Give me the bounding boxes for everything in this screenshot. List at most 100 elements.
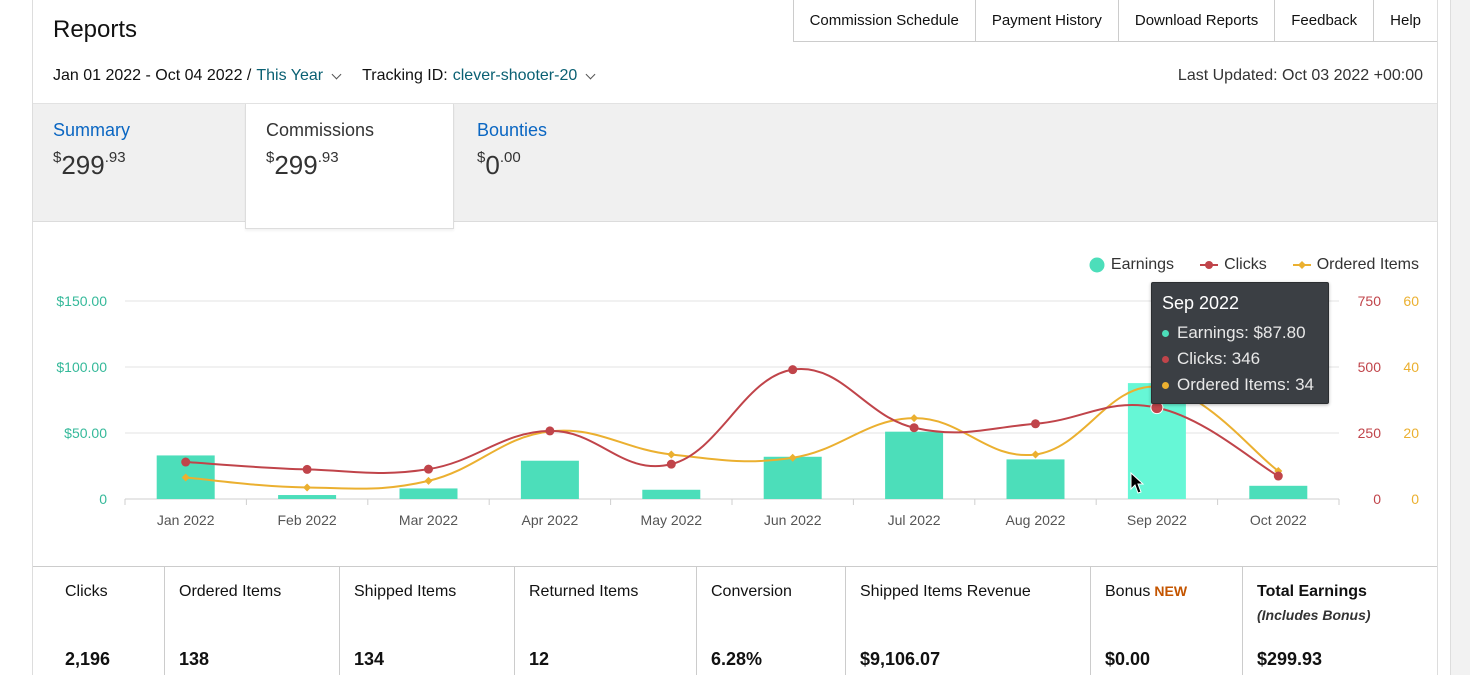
y-tick-label-clicks: 250 xyxy=(1358,425,1382,441)
y-tick-label-ordered: 20 xyxy=(1403,425,1419,441)
tracking-id-label: Tracking ID: xyxy=(362,67,448,84)
y-tick-label-ordered: 60 xyxy=(1403,293,1419,309)
ordered-items-point xyxy=(1031,450,1040,459)
line-diamond-icon xyxy=(1292,261,1311,269)
earnings-tabs: Summary $299.93 Commissions $299.93 Boun… xyxy=(33,103,1437,229)
chart-legend: Earnings Clicks Ordered Items xyxy=(1089,256,1419,274)
y-tick-label-clicks: 0 xyxy=(1373,491,1381,507)
y-tick-label-left: $50.00 xyxy=(64,425,107,441)
ordered-items-point xyxy=(181,473,190,482)
ordered-items-point xyxy=(424,476,433,485)
x-tick-label: Jul 2022 xyxy=(888,512,941,528)
y-tick-label-left: 0 xyxy=(99,491,107,507)
stats-row: Clicks 2,196 Ordered Items 138 Shipped Ite… xyxy=(33,566,1437,675)
clicks-point xyxy=(181,457,191,467)
chevron-down-icon[interactable] xyxy=(585,69,596,79)
y-tick-label-ordered: 40 xyxy=(1403,359,1419,375)
x-tick-label: Sep 2022 xyxy=(1127,512,1187,528)
tab-summary-label: Summary xyxy=(53,120,131,140)
reports-panel: Reports Commission Schedule Payment Hist… xyxy=(32,0,1438,675)
circle-icon xyxy=(1089,257,1105,273)
legend-clicks[interactable]: Clicks xyxy=(1200,256,1267,274)
y-tick-label-clicks: 750 xyxy=(1358,293,1382,309)
earnings-bar xyxy=(278,495,337,499)
tab-bounties-label: Bounties xyxy=(477,120,548,140)
y-tick-label-left: $100.00 xyxy=(56,359,107,375)
earnings-bar xyxy=(885,431,944,499)
filters-bar: Jan 01 2022 - Oct 04 2022 / This Year Tr… xyxy=(53,67,596,85)
new-badge: NEW xyxy=(1154,583,1188,599)
legend-earnings[interactable]: Earnings xyxy=(1089,256,1174,274)
last-updated: Last Updated: Oct 03 2022 +00:00 xyxy=(1177,67,1423,84)
page-title: Reports xyxy=(53,16,138,43)
date-range: Jan 01 2022 - Oct 04 2022 / xyxy=(53,67,252,84)
x-tick-label: Jun 2022 xyxy=(764,512,822,528)
clicks-point xyxy=(909,423,919,433)
stat-ordered-items: Ordered Items 138 xyxy=(165,567,340,675)
earnings-bar xyxy=(1249,485,1308,499)
mouse-cursor-icon xyxy=(1130,472,1145,494)
tab-summary[interactable]: Summary $299.93 xyxy=(33,104,245,223)
earnings-chart: $150.00 $100.00 $50.00 0 750 500 250 0 60 40 20 0 Ja… xyxy=(33,232,1437,562)
stat-clicks: Clicks 2,196 xyxy=(33,567,165,675)
y-tick-label-ordered: 0 xyxy=(1411,491,1419,507)
tab-commissions-label: Commissions xyxy=(266,120,375,140)
nav-feedback[interactable]: Feedback xyxy=(1275,0,1375,41)
line-marker-icon xyxy=(1200,261,1219,269)
y-tick-label-left: $150.00 xyxy=(56,293,107,309)
y-tick-label-clicks: 500 xyxy=(1358,359,1382,375)
stat-shipped-revenue: Shipped Items Revenue $9,106.07 xyxy=(846,567,1091,675)
x-tick-label: Feb 2022 xyxy=(278,512,337,528)
stat-shipped-items: Shipped Items 134 xyxy=(340,567,515,675)
nav-commission-schedule[interactable]: Commission Schedule xyxy=(794,0,976,41)
tab-commissions[interactable]: Commissions $299.93 xyxy=(245,104,454,229)
tab-bounties-amount: $0.00 xyxy=(477,149,521,180)
nav-download-reports[interactable]: Download Reports xyxy=(1119,0,1276,41)
ordered-items-line xyxy=(185,385,1279,490)
date-period-dropdown[interactable]: This Year xyxy=(256,67,324,84)
clicks-point xyxy=(1273,471,1283,481)
tooltip-clicks: Clicks: 346 xyxy=(1162,346,1318,372)
clicks-point xyxy=(424,464,433,474)
clicks-point xyxy=(788,365,798,375)
x-tick-label: May 2022 xyxy=(641,512,703,528)
ordered-items-point xyxy=(667,450,676,459)
tab-summary-amount: $299.93 xyxy=(53,149,126,180)
tab-commissions-amount: $299.93 xyxy=(266,149,339,180)
stat-bonus: Bonus NEW $0.00 xyxy=(1091,567,1243,675)
stat-returned-items: Returned Items 12 xyxy=(515,567,697,675)
earnings-bar xyxy=(399,488,458,499)
earnings-bar xyxy=(1006,459,1065,499)
tab-bounties[interactable]: Bounties $0.00 xyxy=(457,104,677,223)
x-tick-label: Jan 2022 xyxy=(157,512,215,528)
earnings-bar xyxy=(763,456,822,499)
tooltip-title: Sep 2022 xyxy=(1162,293,1240,313)
earnings-bar xyxy=(520,460,579,499)
ordered-items-point xyxy=(303,483,312,492)
scrollbar-track[interactable] xyxy=(1450,0,1470,675)
clicks-line xyxy=(185,368,1279,477)
tooltip-earnings: Earnings: $87.80 xyxy=(1162,320,1318,346)
chart-tooltip: Sep 2022 Earnings: $87.80 Clicks: 346 Or… xyxy=(1151,282,1329,404)
legend-ordered-items[interactable]: Ordered Items xyxy=(1292,256,1419,274)
ordered-items-point xyxy=(1274,466,1283,475)
nav-payment-history[interactable]: Payment History xyxy=(976,0,1119,41)
stat-total-earnings: Total Earnings (Includes Bonus) $299.93 xyxy=(1257,583,1371,669)
clicks-point xyxy=(302,464,312,474)
ordered-items-point xyxy=(910,414,919,423)
x-tick-label: Mar 2022 xyxy=(399,512,458,528)
nav-help[interactable]: Help xyxy=(1390,12,1421,29)
top-nav: Commission Schedule Payment History Down… xyxy=(792,0,1437,42)
clicks-point xyxy=(545,426,555,436)
ordered-items-point xyxy=(788,453,797,462)
tracking-id-dropdown[interactable]: clever-shooter-20 xyxy=(452,67,578,84)
x-tick-label: Aug 2022 xyxy=(1006,512,1066,528)
chevron-down-icon[interactable] xyxy=(331,69,342,79)
stat-conversion: Conversion 6.28% xyxy=(697,567,846,675)
tooltip-ordered: Ordered Items: 34 xyxy=(1162,372,1318,398)
clicks-point xyxy=(1031,419,1040,429)
x-tick-label: Oct 2022 xyxy=(1250,512,1307,528)
earnings-bar xyxy=(642,489,701,499)
x-tick-label: Apr 2022 xyxy=(521,512,578,528)
